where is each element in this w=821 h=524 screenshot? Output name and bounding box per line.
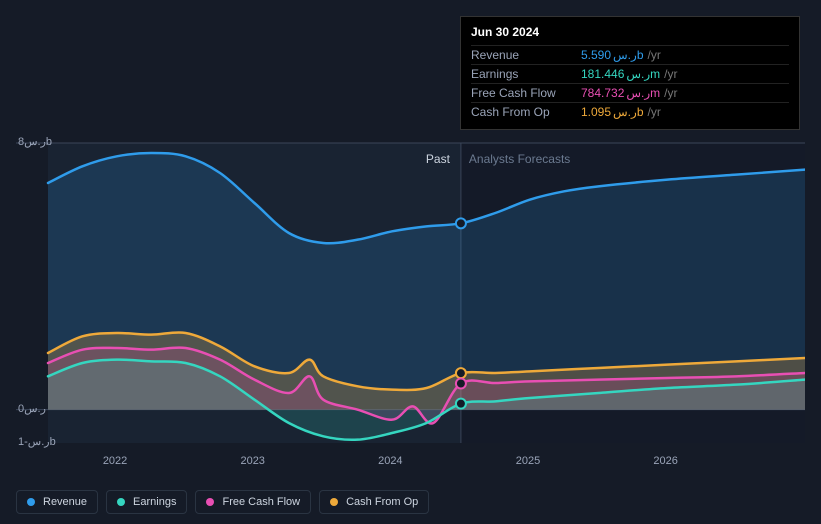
tooltip-row-value: 5.590 xyxy=(581,48,611,62)
tooltip-row-label: Cash From Op xyxy=(471,105,581,119)
tooltip-row: Earnings181.446ر.سm/yr xyxy=(471,64,789,83)
tooltip-row-unit: ر.سb xyxy=(613,105,643,119)
legend-label: Revenue xyxy=(43,496,87,508)
legend-item[interactable]: Revenue xyxy=(16,490,98,514)
legend-color-dot xyxy=(117,498,125,506)
section-label-forecast: Analysts Forecasts xyxy=(469,152,570,166)
tooltip-row: Revenue5.590ر.سb/yr xyxy=(471,45,789,64)
tooltip-row-per: /yr xyxy=(648,48,661,62)
chart-canvas xyxy=(16,125,805,445)
legend-item[interactable]: Cash From Op xyxy=(319,490,429,514)
tooltip-row-per: /yr xyxy=(664,86,677,100)
legend-color-dot xyxy=(330,498,338,506)
legend-label: Free Cash Flow xyxy=(222,496,300,508)
x-axis-label: 2026 xyxy=(653,455,677,467)
legend-item[interactable]: Free Cash Flow xyxy=(195,490,311,514)
y-axis-label: ر.س-1b xyxy=(18,435,56,448)
legend-label: Cash From Op xyxy=(346,496,418,508)
financials-chart[interactable] xyxy=(16,125,805,465)
section-label-past: Past xyxy=(426,152,450,166)
tooltip-row-unit: ر.سb xyxy=(613,48,643,62)
tooltip-date: Jun 30 2024 xyxy=(471,25,789,39)
tooltip-row-per: /yr xyxy=(664,67,677,81)
legend-label: Earnings xyxy=(133,496,176,508)
chart-tooltip: Jun 30 2024 Revenue5.590ر.سb/yrEarnings1… xyxy=(460,16,800,130)
tooltip-row-label: Revenue xyxy=(471,48,581,62)
tooltip-row-value: 181.446 xyxy=(581,67,624,81)
tooltip-row: Free Cash Flow784.732ر.سm/yr xyxy=(471,83,789,102)
y-axis-label: ر.س0 xyxy=(18,402,46,415)
legend-color-dot xyxy=(206,498,214,506)
y-axis-label: ر.س8b xyxy=(18,135,52,148)
legend-item[interactable]: Earnings xyxy=(106,490,187,514)
x-axis-label: 2023 xyxy=(240,455,264,467)
tooltip-row-value: 1.095 xyxy=(581,105,611,119)
tooltip-row-unit: ر.سm xyxy=(626,86,660,100)
tooltip-row-label: Earnings xyxy=(471,67,581,81)
tooltip-row: Cash From Op1.095ر.سb/yr xyxy=(471,102,789,121)
chart-legend: Revenue Earnings Free Cash Flow Cash From O… xyxy=(16,490,429,514)
tooltip-row-value: 784.732 xyxy=(581,86,624,100)
x-axis-label: 2025 xyxy=(516,455,540,467)
tooltip-row-unit: ر.سm xyxy=(626,67,660,81)
x-axis-label: 2024 xyxy=(378,455,402,467)
tooltip-row-label: Free Cash Flow xyxy=(471,86,581,100)
legend-color-dot xyxy=(27,498,35,506)
tooltip-row-per: /yr xyxy=(648,105,661,119)
x-axis-label: 2022 xyxy=(103,455,127,467)
